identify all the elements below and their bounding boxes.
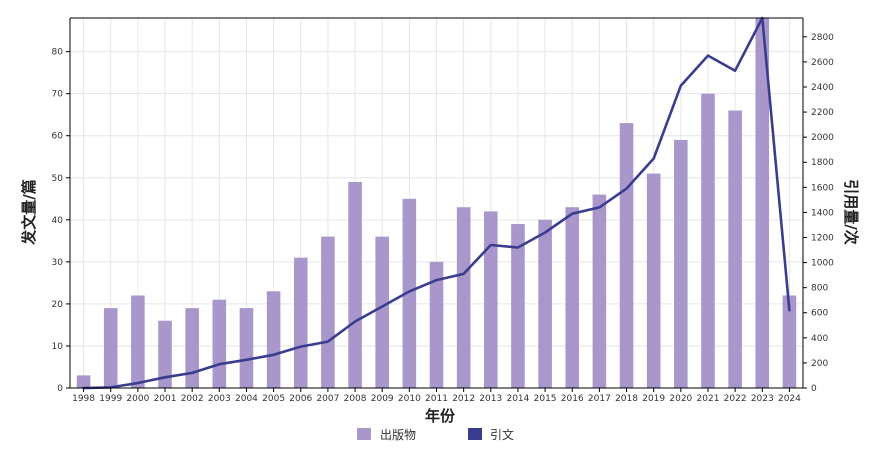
x-tick-label: 2007 xyxy=(316,394,339,404)
bar-2003 xyxy=(212,299,227,388)
bar-2000 xyxy=(131,295,145,388)
bar-2017 xyxy=(592,194,607,388)
x-tick-label: 2023 xyxy=(751,394,774,404)
x-tick-label: 2013 xyxy=(479,394,502,404)
bar-2015 xyxy=(538,219,552,388)
x-tick-label: 2020 xyxy=(669,394,692,404)
bar-2001 xyxy=(158,320,172,388)
x-tick-label: 2001 xyxy=(154,394,177,404)
x-tick-label: 2022 xyxy=(724,394,747,404)
x-tick-label: 2008 xyxy=(344,394,367,404)
x-tick-label: 2002 xyxy=(181,394,204,404)
y-right-tick-label: 1000 xyxy=(811,259,834,269)
line-series-citations xyxy=(82,16,791,390)
bar-2023 xyxy=(755,18,770,388)
x-tick-label: 2009 xyxy=(371,394,394,404)
y-left-tick-label: 60 xyxy=(52,132,64,142)
bar-2009 xyxy=(375,236,389,388)
bar-2002 xyxy=(185,308,199,388)
bar-2018 xyxy=(619,123,634,388)
bar-1999 xyxy=(103,308,118,388)
x-tick-label: 1998 xyxy=(72,394,95,404)
legend-swatch-publications xyxy=(357,428,371,440)
bar-2019 xyxy=(646,173,661,388)
y-left-tick-label: 40 xyxy=(52,216,64,226)
y-right-tick-label: 800 xyxy=(811,284,828,294)
bar-2005 xyxy=(266,291,281,388)
y-right-tick-label: 2200 xyxy=(811,108,834,118)
x-tick-label: 2000 xyxy=(126,394,149,404)
x-tick-label: 2005 xyxy=(262,394,285,404)
bar-2014 xyxy=(511,224,525,388)
y-right-tick-label: 2800 xyxy=(811,33,834,43)
x-tick-label: 2014 xyxy=(506,394,529,404)
bar-2020 xyxy=(674,139,688,388)
y-right-tick-label: 2400 xyxy=(811,83,834,93)
x-tick-label: 2017 xyxy=(588,394,611,404)
legend: 出版物 引文 xyxy=(357,427,514,442)
x-tick-label: 2010 xyxy=(398,394,421,404)
y-right-tick-label: 1600 xyxy=(811,183,834,193)
x-tick-label: 2012 xyxy=(452,394,475,404)
bar-2006 xyxy=(293,257,308,388)
y-right-tick-label: 1800 xyxy=(811,158,834,168)
x-tick-label: 2019 xyxy=(642,394,665,404)
y-right-tick-label: 2600 xyxy=(811,58,834,68)
legend-label-citations: 引文 xyxy=(490,427,514,442)
x-tick-label: 2015 xyxy=(534,394,557,404)
y-right-tick-label: 600 xyxy=(811,309,828,319)
bar-2008 xyxy=(348,181,362,388)
bar-2013 xyxy=(484,211,498,388)
x-tick-label: 2006 xyxy=(289,394,312,404)
bar-1998 xyxy=(76,375,91,388)
x-tick-label: 2016 xyxy=(561,394,584,404)
axes: 0102030405060708002004006008001000120014… xyxy=(52,17,834,404)
x-tick-label: 2004 xyxy=(235,394,258,404)
y-axis-right-title: 引用量/次 xyxy=(842,179,860,244)
legend-label-publications: 出版物 xyxy=(380,428,416,442)
y-left-tick-label: 50 xyxy=(52,174,64,184)
bar-2022 xyxy=(728,110,742,388)
bar-2011 xyxy=(429,261,444,388)
bar-2004 xyxy=(239,308,254,388)
bar-2021 xyxy=(701,93,715,388)
x-tick-label: 2024 xyxy=(778,394,801,404)
y-left-tick-label: 20 xyxy=(52,300,64,310)
x-axis-title: 年份 xyxy=(425,407,456,425)
y-right-tick-label: 1400 xyxy=(811,208,834,218)
y-left-tick-label: 10 xyxy=(52,342,64,352)
y-left-tick-label: 30 xyxy=(52,258,64,268)
bar-2012 xyxy=(456,207,471,388)
bar-2016 xyxy=(565,207,580,388)
bar-series-publications xyxy=(76,18,797,388)
y-right-tick-label: 200 xyxy=(811,359,828,369)
y-left-tick-label: 0 xyxy=(57,384,63,394)
y-right-tick-label: 1200 xyxy=(811,233,834,243)
x-tick-label: 2003 xyxy=(208,394,231,404)
y-right-tick-label: 2000 xyxy=(811,133,834,143)
legend-swatch-citations xyxy=(468,428,482,440)
y-axis-left-title: 发文量/篇 xyxy=(20,179,38,245)
y-left-tick-label: 80 xyxy=(52,48,64,58)
bar-2010 xyxy=(402,198,417,388)
y-left-tick-label: 70 xyxy=(52,90,64,100)
x-tick-label: 2021 xyxy=(697,394,720,404)
x-tick-label: 2018 xyxy=(615,394,638,404)
bar-2007 xyxy=(321,236,335,388)
y-right-tick-label: 0 xyxy=(811,384,817,394)
bar-2024 xyxy=(782,295,797,388)
x-tick-label: 2011 xyxy=(425,394,448,404)
citations-line xyxy=(82,16,791,390)
x-tick-label: 1999 xyxy=(99,394,122,404)
y-right-tick-label: 400 xyxy=(811,334,828,344)
